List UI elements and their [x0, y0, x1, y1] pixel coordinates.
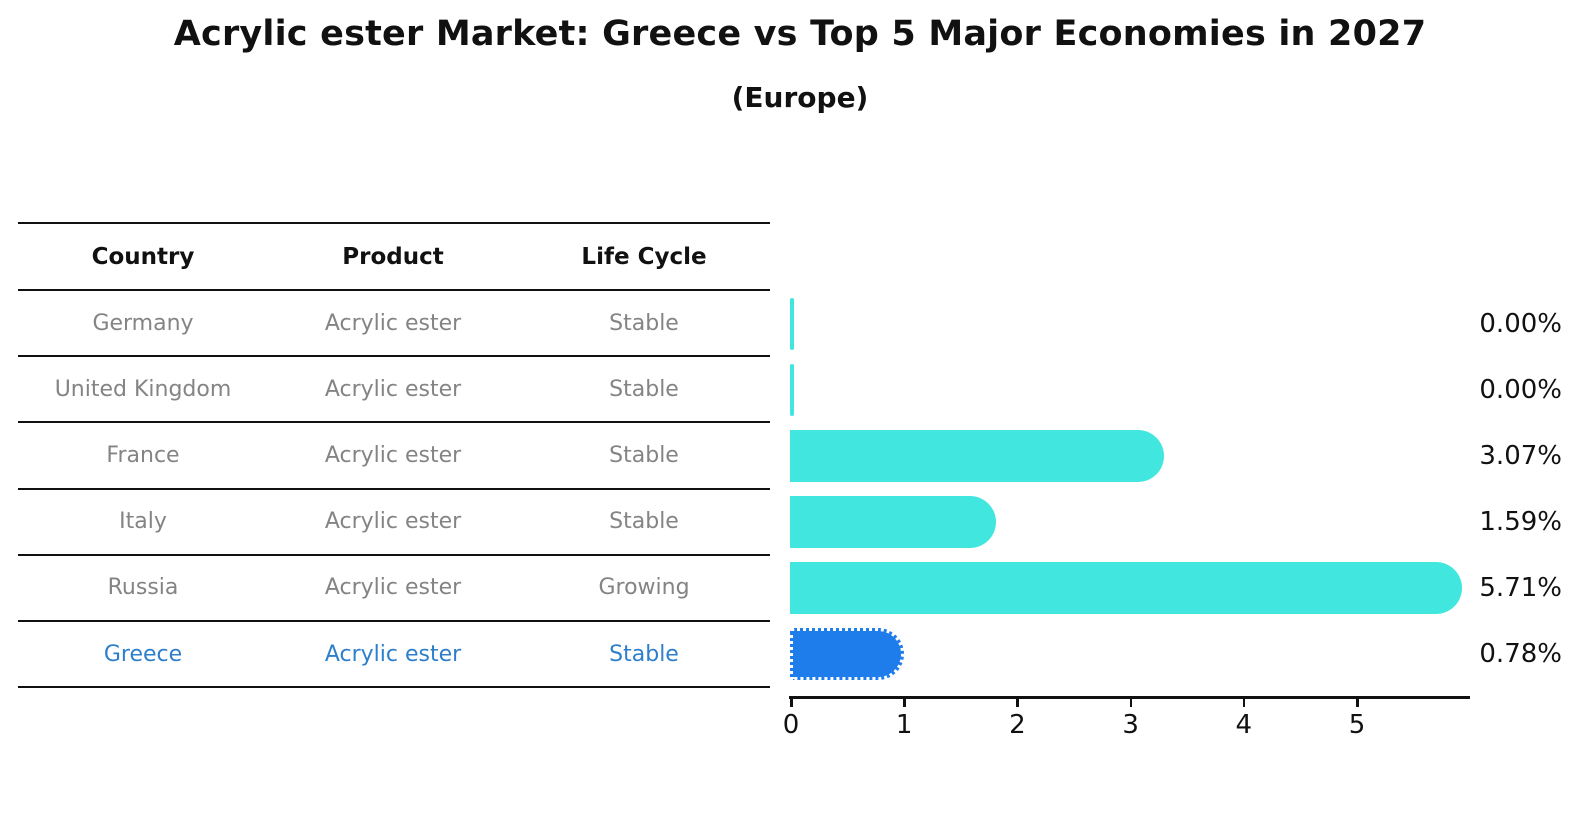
cell-lifecycle: Stable	[609, 442, 679, 468]
cell-product: Acrylic ester	[324, 641, 462, 667]
value-label-italy: 1.59%	[1479, 507, 1562, 537]
x-axis-tick-5	[1356, 698, 1359, 707]
header-product: Product	[342, 243, 444, 270]
cell-country: France	[106, 442, 180, 468]
table-row-italy: Italy Acrylic ester Stable	[18, 490, 770, 556]
x-axis-tick-2	[1016, 698, 1019, 707]
bar-italy	[790, 496, 996, 548]
x-axis-tick-3	[1129, 698, 1133, 707]
country-table-body: Germany Acrylic ester Stable United King…	[18, 291, 770, 689]
cell-country: Italy	[119, 509, 167, 535]
cell-country: Greece	[103, 641, 183, 667]
cell-country: Germany	[92, 310, 194, 336]
cell-country: United Kingdom	[54, 376, 232, 402]
bar-france	[790, 430, 1164, 482]
cell-product: Acrylic ester	[324, 509, 462, 535]
table-row-united-kingdom: United Kingdom Acrylic ester Stable	[18, 357, 770, 424]
value-label-greece: 0.78%	[1479, 639, 1562, 669]
value-label-united-kingdom: 0.00%	[1479, 375, 1562, 405]
cell-product: Acrylic ester	[324, 575, 462, 601]
value-label-france: 3.07%	[1479, 441, 1562, 471]
cell-lifecycle: Growing	[598, 575, 690, 601]
cell-product: Acrylic ester	[324, 442, 462, 468]
cell-lifecycle: Stable	[609, 310, 679, 336]
x-axis-tick-label-0: 0	[782, 710, 800, 740]
country-table: Country Product Life Cycle Germany Acryl…	[18, 222, 770, 689]
table-header-row: Country Product Life Cycle	[18, 224, 770, 291]
table-row-greece: Greece Acrylic ester Stable	[18, 622, 770, 689]
x-axis-tick-4	[1242, 698, 1246, 707]
x-axis-tick-0	[790, 698, 793, 707]
value-label-germany: 0.00%	[1479, 309, 1562, 339]
cell-lifecycle: Stable	[609, 509, 679, 535]
x-axis-tick-label-2: 2	[1009, 710, 1026, 740]
table-row-russia: Russia Acrylic ester Growing	[18, 556, 770, 622]
cell-country: Russia	[107, 575, 179, 601]
cell-product: Acrylic ester	[324, 310, 462, 336]
cell-product: Acrylic ester	[324, 376, 462, 402]
cell-lifecycle: Stable	[609, 641, 679, 667]
cell-lifecycle: Stable	[609, 376, 679, 402]
bar-greece	[790, 628, 905, 680]
header-lifecycle: Life Cycle	[581, 243, 707, 270]
bar-united-kingdom	[790, 364, 794, 416]
x-axis-tick-label-4: 4	[1235, 710, 1253, 740]
x-axis-tick-1	[903, 698, 906, 707]
x-axis-tick-label-3: 3	[1122, 710, 1139, 740]
chart-title: Acrylic ester Market: Greece vs Top 5 Ma…	[173, 14, 1427, 54]
x-axis-tick-label-1: 1	[895, 710, 913, 740]
x-axis-line	[789, 696, 1470, 699]
table-row-germany: Germany Acrylic ester Stable	[18, 291, 770, 358]
header-country: Country	[91, 243, 195, 270]
bar-russia	[790, 562, 1463, 614]
value-label-russia: 5.71%	[1479, 573, 1562, 603]
bar-germany	[790, 298, 794, 350]
chart-subtitle: (Europe)	[731, 81, 869, 114]
table-row-france: France Acrylic ester Stable	[18, 423, 770, 490]
x-axis-tick-label-5: 5	[1348, 710, 1366, 740]
